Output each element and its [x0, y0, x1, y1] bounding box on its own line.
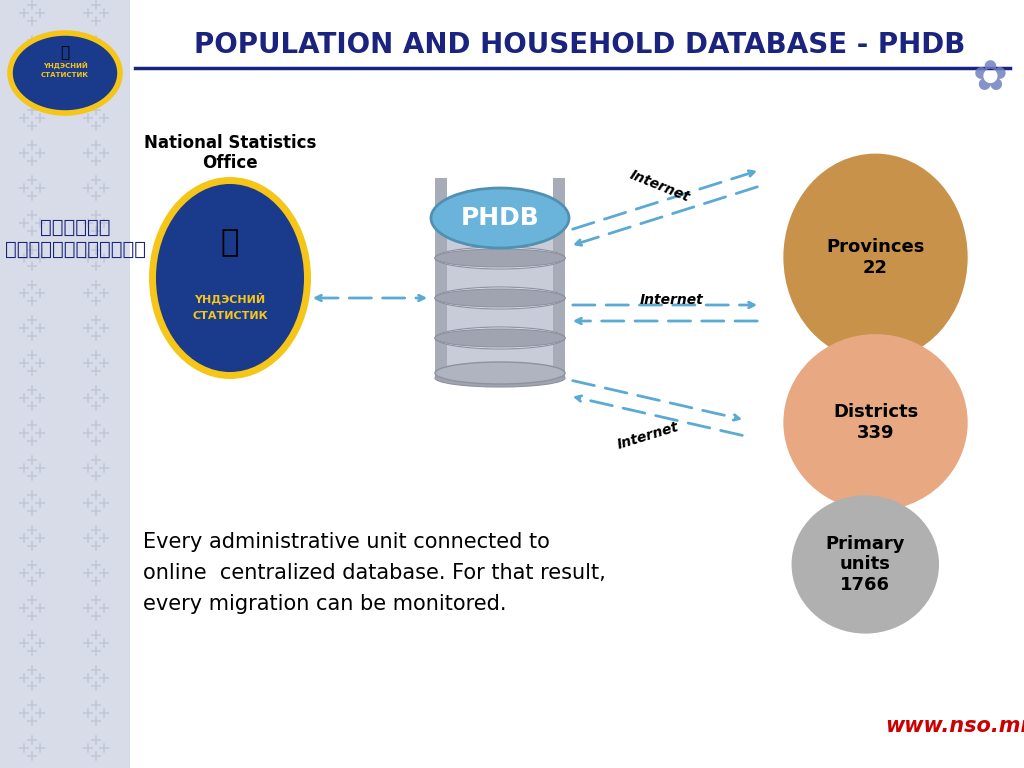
Ellipse shape [10, 33, 120, 113]
Text: POPULATION AND HOUSEHOLD DATABASE - PHDB: POPULATION AND HOUSEHOLD DATABASE - PHDB [195, 31, 966, 59]
Text: ✿: ✿ [973, 57, 1008, 99]
FancyBboxPatch shape [0, 0, 130, 768]
Ellipse shape [435, 287, 565, 309]
Ellipse shape [153, 180, 307, 376]
Ellipse shape [435, 369, 565, 387]
Ellipse shape [435, 329, 565, 347]
Ellipse shape [783, 334, 968, 511]
Text: Internet: Internet [640, 293, 703, 307]
FancyBboxPatch shape [435, 178, 447, 378]
Ellipse shape [435, 327, 565, 349]
Text: 🏛: 🏛 [221, 229, 240, 257]
FancyBboxPatch shape [435, 298, 565, 338]
Text: ᠮᠣᠩᠭᠣᠯ
ᠰᠲ᠋ᠠᠲ᠋ᠢᠰᠲ᠋ᠢᠺ: ᠮᠣᠩᠭᠣᠯ ᠰᠲ᠋ᠠᠲ᠋ᠢᠰᠲ᠋ᠢᠺ [4, 217, 145, 259]
Ellipse shape [435, 362, 565, 384]
Text: www.nso.mn: www.nso.mn [885, 716, 1024, 736]
Text: Primary
units
1766: Primary units 1766 [825, 535, 905, 594]
Ellipse shape [783, 154, 968, 361]
FancyBboxPatch shape [553, 178, 565, 378]
Text: National Statistics
Office: National Statistics Office [143, 134, 316, 172]
Text: Provinces
22: Provinces 22 [826, 238, 925, 276]
Text: PHDB: PHDB [461, 206, 540, 230]
FancyBboxPatch shape [435, 258, 565, 298]
FancyBboxPatch shape [435, 218, 565, 258]
FancyBboxPatch shape [435, 338, 565, 378]
Text: Every administrative unit connected to
online  centralized database. For that re: Every administrative unit connected to o… [143, 531, 606, 614]
Text: ҮНДЭСНИЙ: ҮНДЭСНИЙ [195, 292, 265, 304]
Ellipse shape [435, 249, 565, 267]
Text: СТАТИСТИК: СТАТИСТИК [41, 72, 89, 78]
Ellipse shape [435, 247, 565, 269]
Ellipse shape [431, 188, 569, 248]
Text: СТАТИСТИК: СТАТИСТИК [193, 311, 268, 321]
Text: ҮНДЭСНИЙ: ҮНДЭСНИЙ [43, 61, 87, 69]
Ellipse shape [435, 289, 565, 307]
Text: Internet: Internet [628, 167, 692, 204]
Text: 🏛: 🏛 [60, 45, 70, 61]
Ellipse shape [792, 495, 939, 634]
Ellipse shape [435, 207, 565, 229]
Text: Districts
339: Districts 339 [833, 403, 919, 442]
Text: Internet: Internet [615, 420, 681, 452]
